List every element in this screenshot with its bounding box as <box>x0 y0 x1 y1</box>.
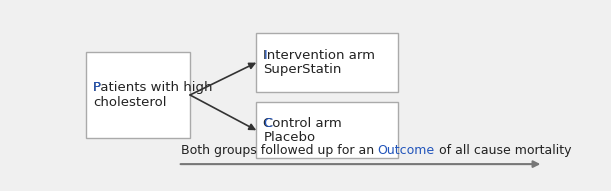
Text: Patients with high: Patients with high <box>93 81 213 94</box>
Text: Control arm: Control arm <box>263 117 342 130</box>
FancyBboxPatch shape <box>256 33 398 92</box>
Text: C: C <box>263 117 273 130</box>
FancyBboxPatch shape <box>256 102 398 158</box>
Text: P: P <box>93 81 101 94</box>
Text: Intervention arm: Intervention arm <box>263 49 375 62</box>
Text: I: I <box>263 49 267 62</box>
Text: Placebo: Placebo <box>263 131 315 144</box>
FancyBboxPatch shape <box>86 52 190 138</box>
Text: cholesterol: cholesterol <box>93 96 166 109</box>
Text: Outcome: Outcome <box>378 144 435 157</box>
Text: of all cause mortality: of all cause mortality <box>435 144 571 157</box>
Text: SuperStatin: SuperStatin <box>263 63 342 76</box>
Text: Both groups followed up for an: Both groups followed up for an <box>181 144 378 157</box>
